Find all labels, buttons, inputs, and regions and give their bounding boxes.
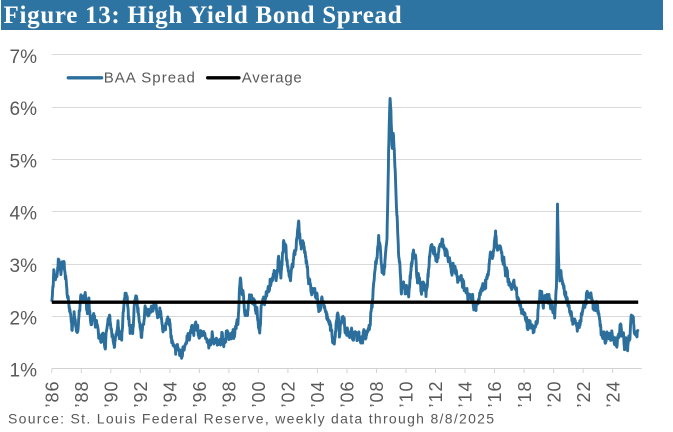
svg-text:’14: ’14: [456, 380, 476, 407]
svg-text:’24: ’24: [603, 380, 623, 407]
svg-text:4%: 4%: [10, 204, 38, 225]
svg-text:Average: Average: [242, 70, 303, 87]
svg-text:’22: ’22: [574, 380, 594, 407]
svg-text:’90: ’90: [102, 380, 122, 407]
svg-text:’20: ’20: [544, 380, 564, 407]
svg-text:3%: 3%: [10, 256, 38, 277]
svg-text:’08: ’08: [367, 380, 387, 407]
svg-text:’96: ’96: [190, 380, 210, 407]
svg-text:’16: ’16: [485, 380, 505, 407]
svg-text:6%: 6%: [10, 99, 38, 120]
svg-text:’98: ’98: [220, 380, 240, 407]
svg-text:’88: ’88: [72, 380, 92, 407]
svg-text:Figure 13: High Yield Bond Spr: Figure 13: High Yield Bond Spread: [4, 2, 403, 29]
svg-text:’10: ’10: [397, 380, 417, 407]
svg-text:’18: ’18: [515, 380, 535, 407]
svg-text:’04: ’04: [308, 380, 328, 407]
svg-text:’02: ’02: [279, 380, 299, 407]
svg-text:’86: ’86: [43, 380, 63, 407]
svg-text:7%: 7%: [10, 47, 38, 68]
svg-text:Source: St. Louis Federal Rese: Source: St. Louis Federal Reserve, weekl…: [8, 411, 495, 427]
svg-text:’92: ’92: [131, 380, 151, 407]
svg-text:’06: ’06: [338, 380, 358, 407]
svg-text:1%: 1%: [10, 361, 38, 382]
svg-text:2%: 2%: [10, 308, 38, 329]
svg-text:’94: ’94: [161, 380, 181, 407]
svg-text:’12: ’12: [426, 380, 446, 407]
svg-text:5%: 5%: [10, 151, 38, 172]
svg-text:BAA Spread: BAA Spread: [104, 70, 196, 87]
svg-text:’00: ’00: [249, 380, 269, 407]
